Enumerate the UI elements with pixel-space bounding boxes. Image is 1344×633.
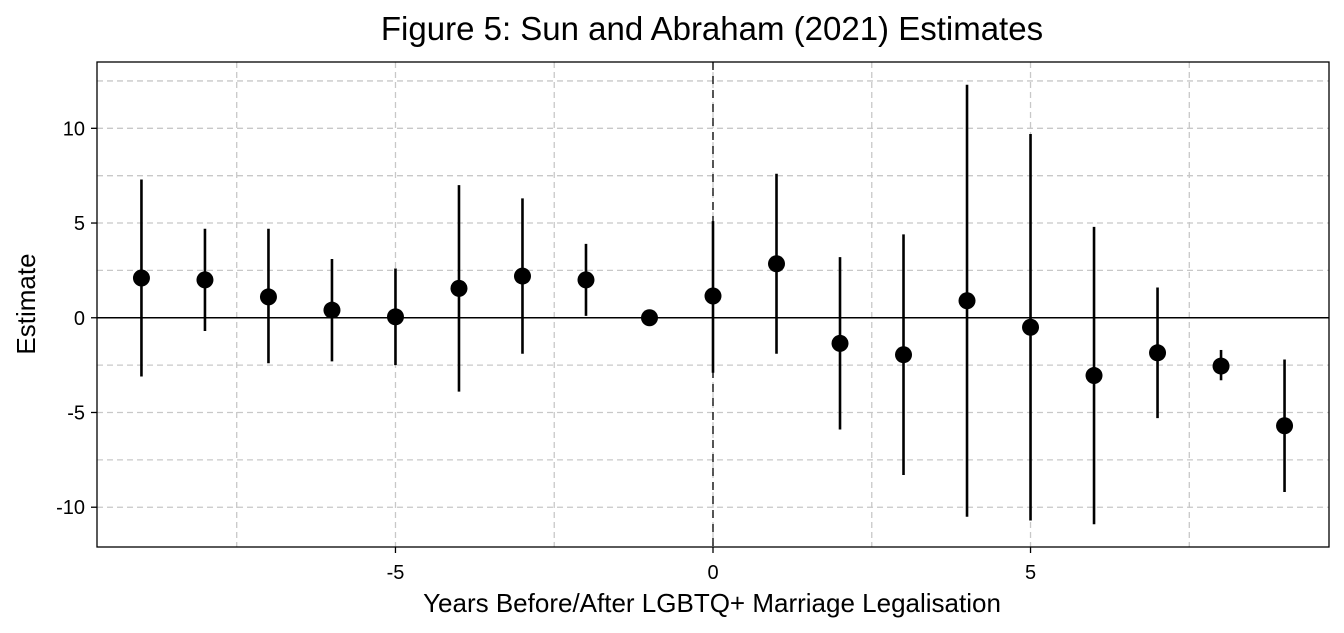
estimate-point [1149,344,1167,362]
y-tick-label: 5 [74,213,85,235]
estimate-point [1022,318,1040,336]
estimate-point [895,346,913,364]
y-axis-label: Estimate [11,253,41,354]
estimate-point [640,309,658,327]
estimate-points [132,255,1294,435]
y-tick-label: -5 [67,402,85,424]
estimate-point [577,271,595,289]
estimate-point [831,334,849,352]
x-tick-label: 0 [707,562,718,584]
chart-title: Figure 5: Sun and Abraham (2021) Estimat… [381,10,1043,47]
estimate-point [1085,367,1103,385]
estimate-point [132,269,150,287]
x-tick-label: -5 [387,562,405,584]
estimate-point [450,279,468,297]
estimate-point [323,301,341,319]
estimate-point [704,287,722,305]
x-tick-label: 5 [1025,562,1036,584]
y-axis-ticks: -10 -5 0 5 10 [56,118,97,519]
estimate-point [386,308,404,326]
estimate-point [1276,417,1294,435]
estimate-point [196,271,214,289]
estimate-point [958,292,976,310]
y-tick-label: 10 [63,118,85,140]
x-axis-ticks: -5 0 5 [387,547,1036,584]
y-tick-label: -10 [56,497,85,519]
y-tick-label: 0 [74,308,85,330]
estimate-point [768,255,786,273]
estimate-point [1212,357,1230,375]
x-axis-label: Years Before/After LGBTQ+ Marriage Legal… [423,588,1001,618]
estimate-point [513,267,531,285]
estimate-point [259,288,277,306]
